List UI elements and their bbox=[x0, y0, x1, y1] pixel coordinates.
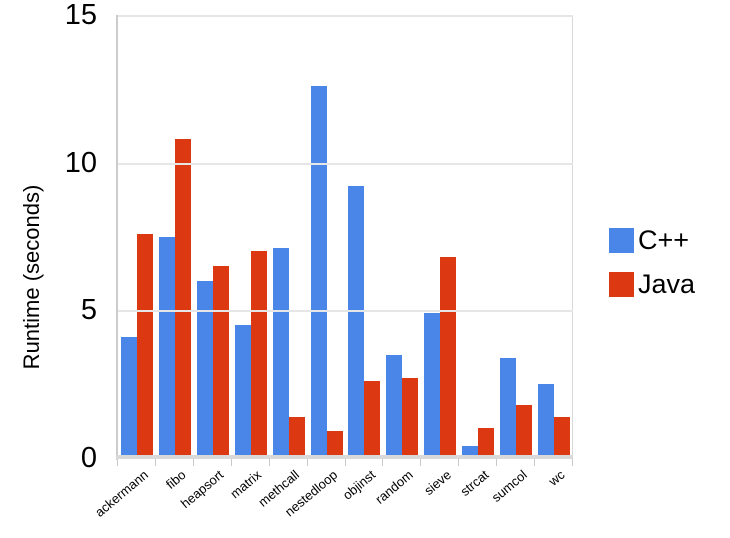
x-axis-tick bbox=[496, 459, 498, 466]
bar-cpp-heapsort[interactable] bbox=[196, 280, 213, 458]
bar-group-fibo bbox=[156, 15, 194, 458]
bar-cpp-objinst[interactable] bbox=[348, 186, 365, 458]
bar-group-heapsort bbox=[194, 15, 232, 458]
bar-java-wc[interactable] bbox=[554, 416, 571, 458]
x-tick-label-wc: wc bbox=[545, 467, 568, 489]
bar-group-wc bbox=[535, 15, 573, 458]
bar-group-nestedloop bbox=[308, 15, 346, 458]
bar-cpp-matrix[interactable] bbox=[234, 325, 251, 458]
x-axis-tick bbox=[572, 459, 573, 466]
x-tick-label-objinst: objinst bbox=[339, 467, 379, 503]
bar-group-strcat bbox=[459, 15, 497, 458]
bar-cpp-methcall[interactable] bbox=[272, 248, 289, 458]
bar-group-methcall bbox=[270, 15, 308, 458]
bar-cpp-ackermann[interactable] bbox=[120, 336, 137, 458]
x-axis-tick bbox=[458, 459, 460, 466]
x-axis-tick bbox=[117, 459, 118, 466]
plot-area bbox=[118, 15, 573, 458]
x-axis-tick bbox=[306, 459, 308, 466]
plot-right-border bbox=[572, 15, 573, 460]
legend-swatch bbox=[609, 271, 634, 297]
x-axis-tick bbox=[382, 459, 384, 466]
x-axis-tick bbox=[420, 459, 422, 466]
bar-java-nestedloop[interactable] bbox=[326, 431, 343, 458]
legend-item-cpp[interactable]: C++ bbox=[609, 225, 695, 255]
bar-java-ackermann[interactable] bbox=[136, 233, 153, 458]
gridline-y-15 bbox=[118, 15, 573, 17]
bar-group-random bbox=[383, 15, 421, 458]
bar-cpp-fibo[interactable] bbox=[158, 236, 175, 458]
y-axis-title: Runtime (seconds) bbox=[19, 184, 44, 370]
legend: C++ Java bbox=[609, 225, 696, 299]
x-tick-label-fibo: fibo bbox=[162, 467, 189, 492]
x-axis-tick bbox=[230, 459, 232, 466]
bar-cpp-sumcol[interactable] bbox=[500, 357, 517, 458]
legend-item-java[interactable]: Java bbox=[609, 269, 696, 299]
gridline-y-5 bbox=[118, 310, 573, 313]
bar-cpp-nestedloop[interactable] bbox=[310, 85, 327, 458]
legend-swatch bbox=[609, 227, 634, 253]
bar-group-objinst bbox=[346, 15, 384, 458]
x-axis-tick bbox=[154, 459, 156, 466]
x-axis-line bbox=[116, 455, 573, 459]
x-axis-tick bbox=[534, 459, 536, 466]
bar-java-random[interactable] bbox=[402, 378, 419, 458]
bar-cpp-random[interactable] bbox=[386, 354, 403, 458]
bar-cpp-strcat[interactable] bbox=[462, 446, 479, 458]
x-axis-tick bbox=[344, 459, 346, 466]
y-tick-label-15: 15 bbox=[64, 0, 97, 31]
bar-java-sumcol[interactable] bbox=[516, 404, 533, 458]
bar-group-sieve bbox=[421, 15, 459, 458]
bar-cpp-sieve[interactable] bbox=[424, 313, 441, 458]
bar-java-strcat[interactable] bbox=[478, 428, 495, 458]
x-tick-label-sieve: sieve bbox=[421, 467, 454, 499]
x-axis-tick bbox=[192, 459, 194, 466]
legend-label: Java bbox=[638, 269, 696, 299]
bar-java-objinst[interactable] bbox=[364, 381, 381, 458]
legend-label: C++ bbox=[638, 225, 690, 255]
bar-java-methcall[interactable] bbox=[288, 416, 305, 458]
x-tick-label-sumcol: sumcol bbox=[488, 467, 530, 505]
bar-java-matrix[interactable] bbox=[250, 251, 267, 458]
x-tick-label-random: random bbox=[372, 467, 417, 507]
bar-group-ackermann bbox=[118, 15, 156, 458]
x-axis-tick bbox=[268, 459, 270, 466]
x-tick-label-strcat: strcat bbox=[457, 467, 492, 499]
bars-container bbox=[118, 15, 573, 458]
bar-java-fibo[interactable] bbox=[174, 139, 191, 458]
bar-group-matrix bbox=[232, 15, 270, 458]
y-tick-label-0: 0 bbox=[80, 442, 97, 474]
gridline-y-10 bbox=[118, 162, 573, 165]
bar-java-heapsort[interactable] bbox=[212, 266, 229, 458]
y-axis-line bbox=[116, 15, 118, 460]
x-tick-label-ackermann: ackermann bbox=[91, 467, 151, 520]
bar-cpp-wc[interactable] bbox=[538, 384, 555, 458]
y-tick-label-5: 5 bbox=[80, 294, 97, 327]
y-tick-label-10: 10 bbox=[64, 146, 97, 179]
bar-java-sieve[interactable] bbox=[440, 257, 457, 458]
bar-group-sumcol bbox=[497, 15, 535, 458]
